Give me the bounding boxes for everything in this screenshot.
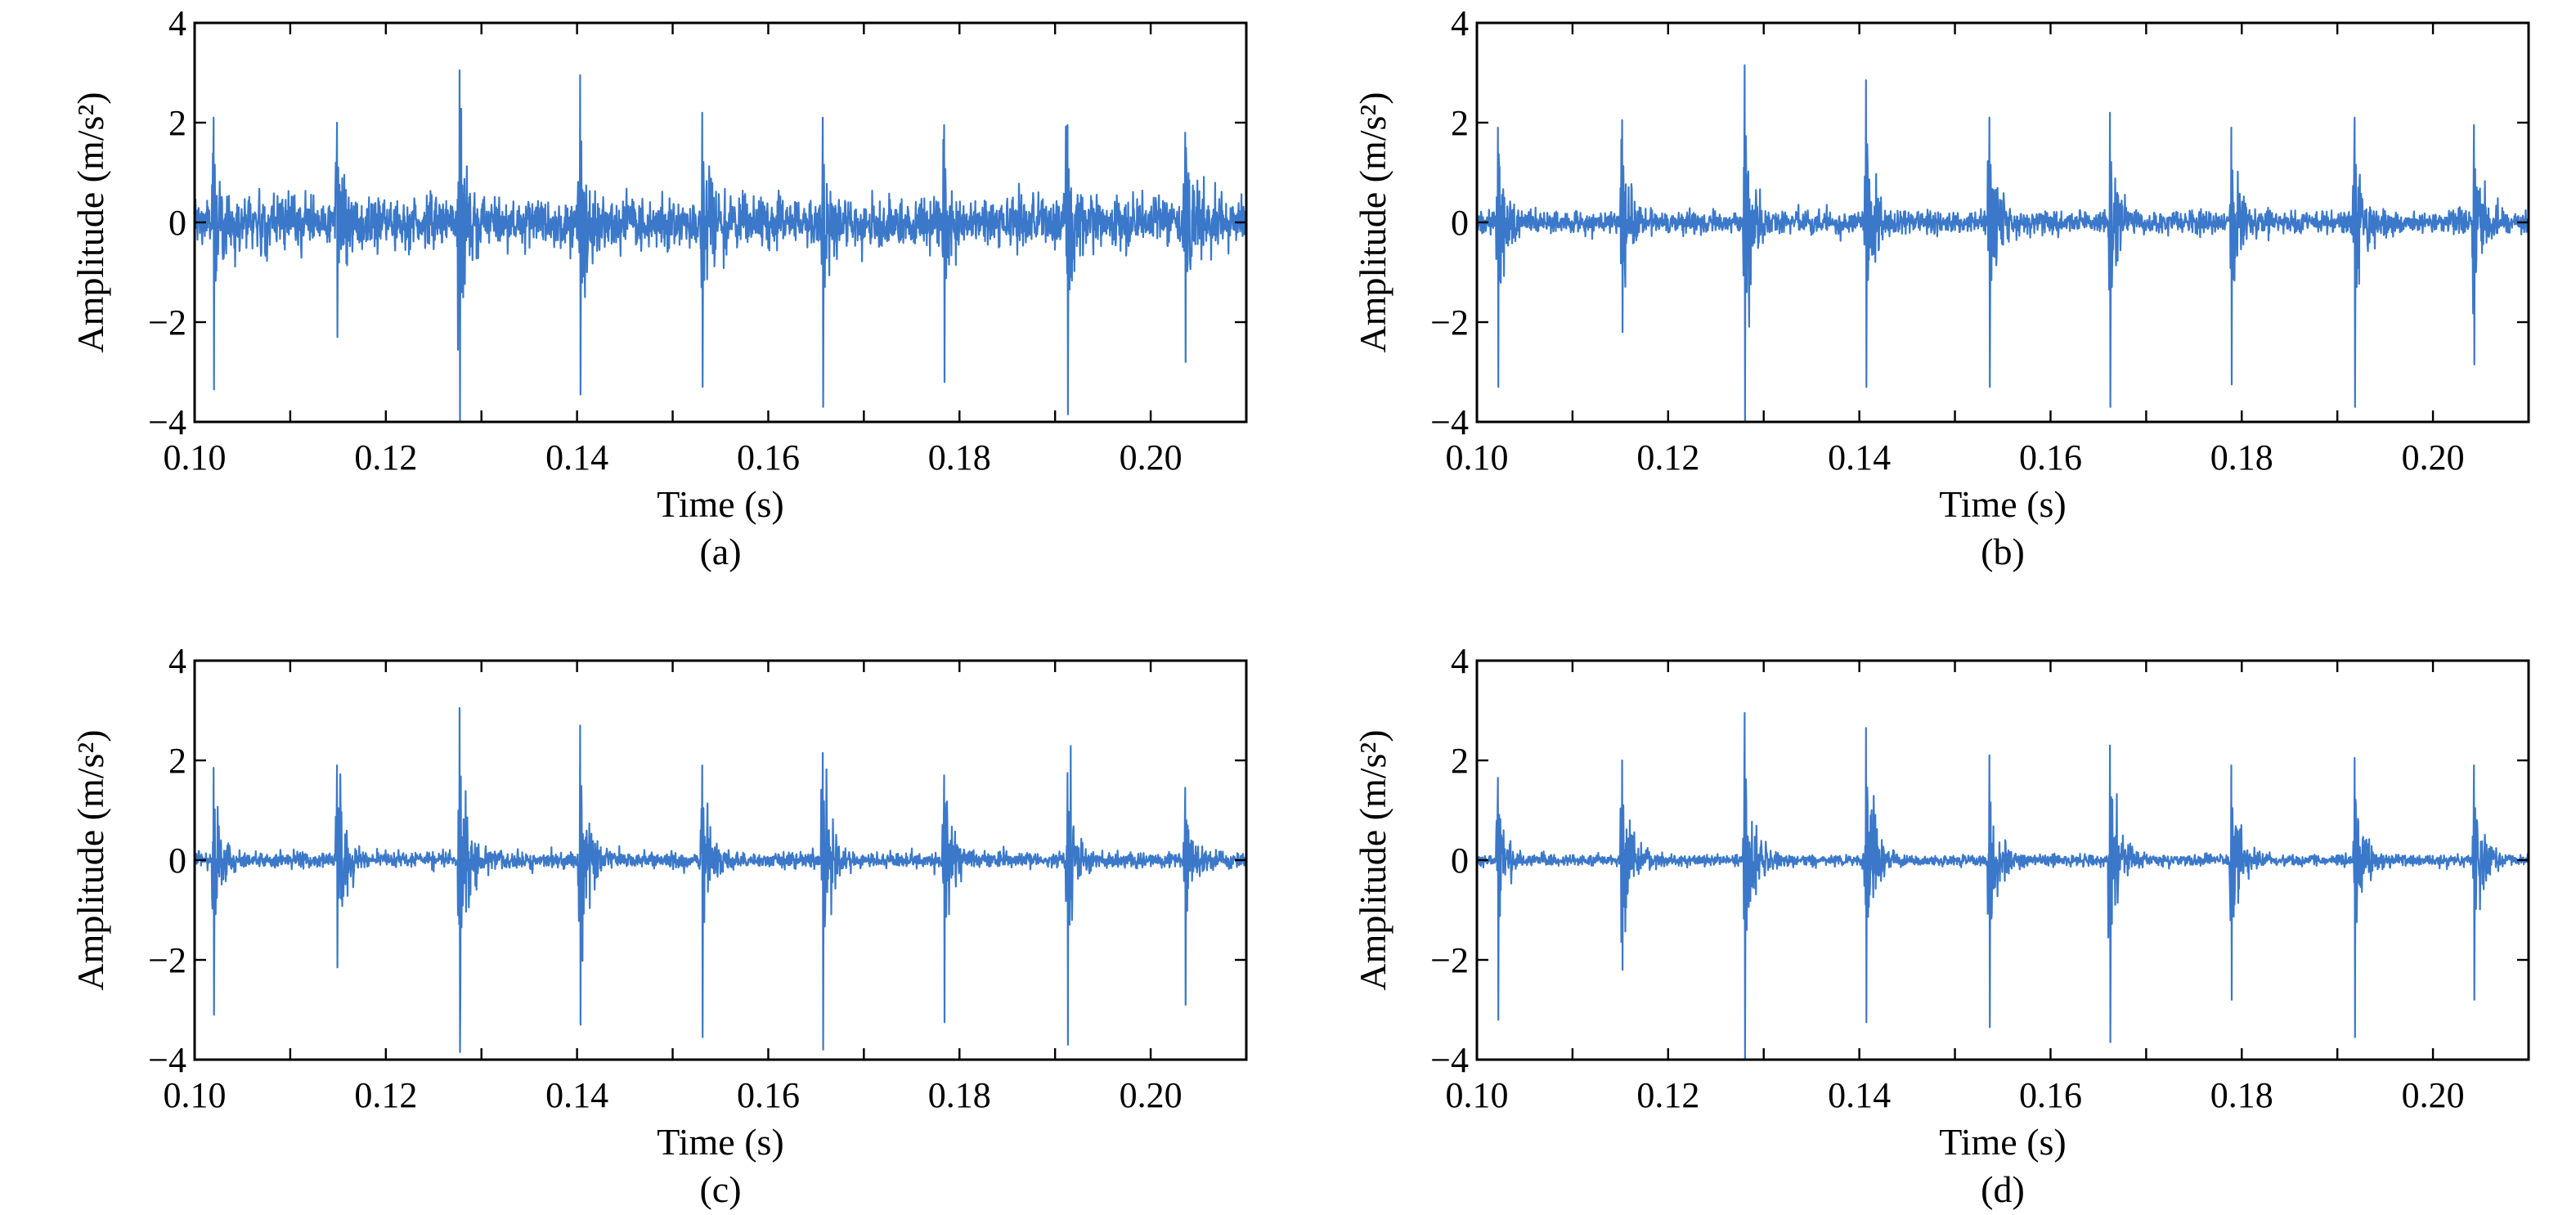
- y-axis-label: Amplitude (m/s²): [1352, 729, 1393, 990]
- x-tick-label: 0.14: [545, 1075, 608, 1115]
- y-axis-label: Amplitude (m/s²): [70, 729, 111, 990]
- chart-panel-0: 0.10 0.12 0.14 0.16 0.18 0.20 −4 −2 0 2 4 Time (s) A…: [70, 3, 1248, 572]
- x-tick-label: 0.14: [1828, 437, 1891, 477]
- x-tick-label: 0.16: [2019, 1075, 2082, 1115]
- x-tick-label: 0.12: [1636, 437, 1699, 477]
- x-tick-label: 0.10: [1446, 1075, 1509, 1115]
- x-tick-label: 0.10: [1446, 437, 1509, 477]
- signal-series-line: [1477, 711, 2529, 1060]
- x-tick-label: 0.16: [2019, 437, 2082, 477]
- signal-series-line: [195, 706, 1246, 1053]
- y-tick-label: −2: [1430, 303, 1469, 343]
- x-tick-label: 0.18: [928, 1075, 991, 1115]
- signal-series-line: [1477, 64, 2529, 422]
- y-tick-label: 2: [168, 103, 186, 143]
- x-tick-label: 0.16: [737, 437, 800, 477]
- x-tick-label: 0.14: [545, 437, 608, 477]
- y-tick-label: −2: [148, 940, 186, 980]
- x-axis-label: Time (s): [657, 1121, 784, 1163]
- y-tick-label: 2: [168, 741, 186, 781]
- x-tick-label: 0.20: [2402, 1075, 2465, 1115]
- y-tick-label: 4: [1451, 641, 1469, 681]
- x-tick-label: 0.18: [2210, 1075, 2273, 1115]
- panel-label: (b): [1981, 531, 2025, 572]
- x-tick-label: 0.18: [2210, 437, 2273, 477]
- x-tick-label: 0.12: [354, 437, 417, 477]
- y-tick-label: −2: [148, 303, 186, 343]
- x-tick-label: 0.16: [737, 1075, 800, 1115]
- chart-panel-1: 0.10 0.12 0.14 0.16 0.18 0.20 −4 −2 0 2 4 Time (s) A…: [1352, 3, 2530, 572]
- panel-label: (d): [1981, 1168, 2025, 1210]
- y-tick-label: 0: [168, 203, 186, 243]
- y-tick-label: 2: [1451, 103, 1469, 143]
- x-tick-label: 0.12: [1636, 1075, 1699, 1115]
- y-tick-label: 4: [168, 641, 186, 681]
- x-tick-label: 0.12: [354, 1075, 417, 1115]
- y-tick-label: 0: [1451, 841, 1469, 881]
- signal-series-line: [195, 69, 1246, 422]
- y-tick-label: −4: [1430, 1040, 1469, 1080]
- panel-label: (a): [699, 531, 741, 572]
- y-tick-label: 2: [1451, 741, 1469, 781]
- y-tick-label: 0: [1451, 203, 1469, 243]
- x-tick-label: 0.20: [1120, 437, 1183, 477]
- y-tick-label: −2: [1430, 940, 1469, 980]
- y-tick-label: −4: [148, 1040, 186, 1080]
- panel-label: (c): [699, 1168, 741, 1210]
- x-tick-label: 0.20: [1120, 1075, 1183, 1115]
- y-axis-label: Amplitude (m/s²): [70, 92, 111, 352]
- y-axis-label: Amplitude (m/s²): [1352, 92, 1393, 352]
- y-tick-label: 0: [168, 841, 186, 881]
- x-tick-label: 0.18: [928, 437, 991, 477]
- x-tick-label: 0.20: [2402, 437, 2465, 477]
- x-axis-label: Time (s): [657, 483, 784, 525]
- y-tick-label: −4: [1430, 402, 1469, 442]
- x-tick-label: 0.14: [1828, 1075, 1891, 1115]
- x-tick-label: 0.10: [164, 437, 227, 477]
- x-axis-label: Time (s): [1939, 1121, 2067, 1163]
- y-tick-label: 4: [1451, 3, 1469, 43]
- y-tick-label: −4: [148, 402, 186, 442]
- x-axis-label: Time (s): [1939, 483, 2067, 525]
- chart-panel-3: 0.10 0.12 0.14 0.16 0.18 0.20 −4 −2 0 2 4 Time (s) A…: [1352, 641, 2530, 1210]
- chart-panel-2: 0.10 0.12 0.14 0.16 0.18 0.20 −4 −2 0 2 4 Time (s) A…: [70, 641, 1248, 1210]
- y-tick-label: 4: [168, 3, 186, 43]
- x-tick-label: 0.10: [164, 1075, 227, 1115]
